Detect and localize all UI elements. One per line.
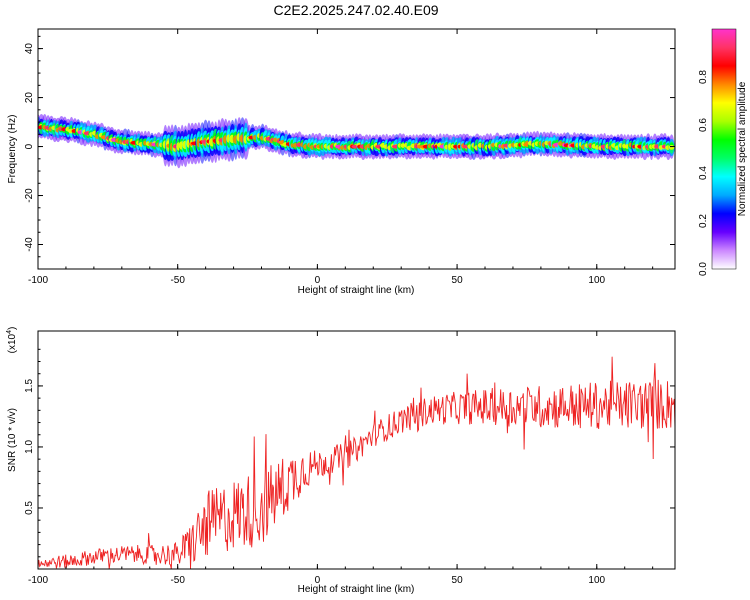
x-tick-label: 0	[315, 575, 321, 586]
x-tick-label: 0	[315, 275, 321, 286]
x-tick-label: -100	[28, 575, 48, 586]
spectrogram-heatmap	[38, 114, 675, 169]
x-tick-label: 100	[588, 575, 605, 586]
y-tick-label: 0	[24, 143, 35, 149]
snr-ticks: -100 -50 0 50 100 0.5 1.0 1.5	[24, 331, 675, 586]
spectrogram-frame	[37, 28, 676, 270]
colorbar-label: Normalized spectral amplitude	[737, 81, 748, 216]
y-tick-label: 20	[24, 92, 35, 104]
colorbar-ticks: 0.0 0.2 0.4 0.6 0.8	[698, 70, 709, 276]
figure-title: C2E2.2025.247.02.40.E09	[273, 2, 438, 18]
snr-xlabel: Height of straight line (km)	[298, 584, 415, 595]
x-tick-label: -50	[170, 575, 185, 586]
x-tick-label: 100	[588, 275, 605, 286]
colorbar-tick-label: 0.2	[698, 214, 709, 228]
snr-ylabel: SNR (10 * v/v)	[7, 408, 18, 472]
x-tick-label: -50	[170, 275, 185, 286]
colorbar-bar	[711, 28, 737, 270]
spectrogram-cell	[668, 145, 675, 150]
y-tick-label: -40	[24, 237, 35, 252]
y-tick-label: 1.5	[24, 379, 35, 393]
snr-series-line	[38, 356, 675, 569]
colorbar-tick-label: 0.0	[698, 262, 709, 276]
colorbar-tick-label: 0.8	[698, 70, 709, 84]
snr-panel: -100 -50 0 50 100 0.5 1.0 1.5 Height of straigh…	[6, 327, 676, 595]
x-tick-label: 50	[452, 275, 464, 286]
spectrogram-xlabel: Height of straight line (km)	[298, 285, 415, 296]
spectrogram-ylabel: Frequency (Hz)	[7, 115, 18, 184]
snr-frame	[37, 330, 676, 570]
y-tick-label: 1.0	[24, 440, 35, 454]
x-tick-label: 50	[452, 575, 464, 586]
spectrogram-panel: -100 -50 0 50 100 -40 -20 0 20 40 Height of strai…	[7, 28, 676, 296]
y-tick-label: 40	[24, 43, 35, 55]
colorbar-tick-label: 0.6	[698, 118, 709, 132]
spectrogram-ticks: -100 -50 0 50 100 -40 -20 0 20 40	[24, 29, 675, 286]
x-tick-label: -100	[28, 275, 48, 286]
snr-multiplier: (x104)	[6, 327, 18, 354]
colorbar: 0.0 0.2 0.4 0.6 0.8 Normalized spectral ampl…	[698, 28, 748, 276]
y-tick-label: 0.5	[24, 501, 35, 515]
y-tick-label: -20	[24, 188, 35, 203]
colorbar-tick-label: 0.4	[698, 166, 709, 180]
